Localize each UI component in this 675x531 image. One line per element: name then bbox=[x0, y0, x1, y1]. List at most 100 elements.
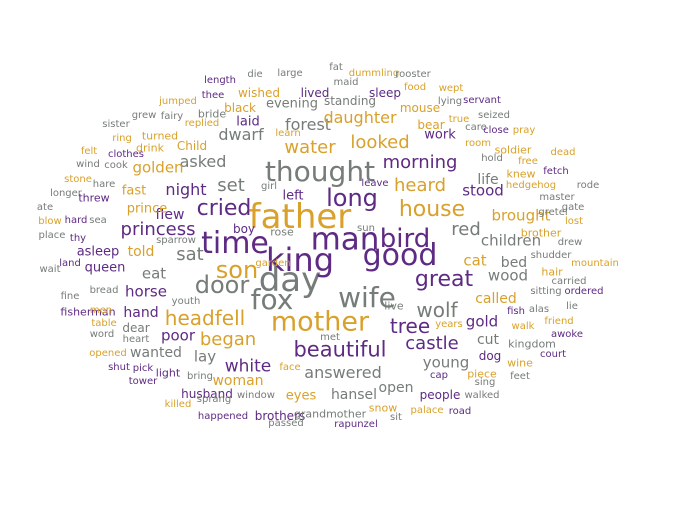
word-alas: alas bbox=[528, 304, 550, 315]
word-wife: wife bbox=[338, 281, 396, 314]
word-horse: horse bbox=[125, 282, 167, 301]
word-wept: wept bbox=[438, 83, 464, 94]
word-met: met bbox=[320, 332, 340, 343]
word-light: light bbox=[155, 366, 181, 380]
word-sitting: sitting bbox=[530, 286, 562, 297]
word-shut: shut bbox=[108, 362, 130, 373]
word-shudder: shudder bbox=[530, 250, 572, 261]
word-long: long bbox=[326, 184, 378, 212]
word-day: day bbox=[258, 260, 322, 300]
word-pray: pray bbox=[512, 125, 536, 136]
word-men: men bbox=[89, 305, 113, 316]
word-fine: fine bbox=[60, 291, 80, 302]
word-lay: lay bbox=[193, 347, 217, 366]
word-asleep: asleep bbox=[76, 244, 120, 260]
word-live: live bbox=[384, 299, 404, 313]
word-table: table bbox=[91, 318, 117, 329]
word-king: king bbox=[265, 241, 335, 279]
word-carried: carried bbox=[551, 276, 587, 287]
word-house: house bbox=[398, 197, 466, 222]
word-window: window bbox=[237, 390, 275, 401]
word-wind: wind bbox=[76, 159, 100, 170]
word-fetch: fetch bbox=[543, 166, 569, 177]
word-face: face bbox=[279, 362, 301, 373]
word-hedgehog: hedgehog bbox=[505, 180, 557, 191]
word-answered: answered bbox=[304, 363, 382, 382]
word-princess: princess bbox=[120, 219, 196, 240]
word-road: road bbox=[448, 406, 472, 417]
word-time: time bbox=[201, 226, 269, 261]
word-bride: bride bbox=[197, 107, 227, 121]
word-true: true bbox=[448, 114, 470, 125]
word-grandmother: grandmother bbox=[293, 407, 367, 421]
word-land: land bbox=[59, 258, 81, 269]
word-bear: bear bbox=[417, 118, 445, 132]
word-hold: hold bbox=[481, 153, 503, 164]
word-heart: heart bbox=[122, 334, 150, 345]
word-black: black bbox=[224, 101, 256, 115]
word-sea: sea bbox=[89, 215, 107, 226]
word-brothers: brothers bbox=[254, 409, 306, 423]
word-die: die bbox=[247, 69, 263, 80]
word-servant: servant bbox=[463, 95, 501, 106]
word-threw: threw bbox=[78, 191, 110, 205]
word-rode: rode bbox=[576, 180, 600, 191]
word-queen: queen bbox=[84, 260, 126, 276]
word-youth: youth bbox=[171, 296, 201, 307]
word-called: called bbox=[475, 291, 517, 307]
word-wished: wished bbox=[237, 86, 281, 100]
word-child: Child bbox=[176, 139, 208, 153]
word-happened: happened bbox=[197, 411, 249, 422]
word-sister: sister bbox=[102, 119, 130, 130]
word-good: good bbox=[362, 238, 438, 273]
word-boy: boy bbox=[232, 222, 256, 236]
word-free: free bbox=[518, 156, 538, 167]
word-replied: replied bbox=[184, 118, 220, 129]
word-years: years bbox=[435, 319, 463, 330]
word-red: red bbox=[451, 219, 481, 240]
word-turned: turned bbox=[141, 129, 179, 143]
word-wolf: wolf bbox=[416, 298, 458, 322]
word-wood: wood bbox=[487, 266, 529, 285]
word-word: word bbox=[89, 329, 115, 340]
word-left: left bbox=[282, 188, 304, 204]
word-thought: thought bbox=[264, 155, 376, 188]
word-rapunzel: rapunzel bbox=[334, 419, 378, 430]
word-looked: looked bbox=[350, 132, 410, 153]
word-door: door bbox=[194, 271, 250, 299]
word-master: master bbox=[539, 192, 575, 203]
word-son: son bbox=[215, 256, 259, 284]
word-wanted: wanted bbox=[130, 345, 182, 361]
word-fast: fast bbox=[121, 183, 147, 199]
word-pick: pick bbox=[132, 363, 154, 374]
word-grew: grew bbox=[131, 110, 157, 121]
word-daughter: daughter bbox=[323, 108, 397, 127]
word-dear: dear bbox=[122, 321, 150, 335]
word-maid: maid bbox=[333, 77, 359, 88]
word-palace: palace bbox=[410, 405, 444, 416]
word-walked: walked bbox=[464, 390, 500, 401]
word-rose: rose bbox=[270, 225, 294, 239]
word-fat: fat bbox=[329, 62, 343, 73]
word-mother: mother bbox=[270, 306, 370, 338]
word-killed: killed bbox=[164, 399, 192, 410]
word-mountain: mountain bbox=[571, 258, 619, 269]
word-castle: castle bbox=[405, 333, 459, 354]
word-dead: dead bbox=[550, 147, 576, 158]
word-clothes: clothes bbox=[107, 149, 145, 160]
word-tree: tree bbox=[389, 314, 431, 338]
word-eat: eat bbox=[141, 264, 167, 283]
word-knew: knew bbox=[506, 167, 536, 181]
word-asked: asked bbox=[179, 152, 227, 171]
word-seized: seized bbox=[478, 110, 510, 121]
word-bring: bring bbox=[187, 371, 213, 382]
word-open: open bbox=[378, 380, 414, 396]
word-told: told bbox=[127, 244, 155, 260]
word-fairy: fairy bbox=[160, 111, 184, 122]
word-heard: heard bbox=[393, 175, 447, 196]
word-white: white bbox=[224, 356, 272, 377]
word-hare: hare bbox=[92, 179, 116, 190]
word-passed: passed bbox=[268, 418, 304, 429]
word-poor: poor bbox=[160, 326, 196, 345]
word-wine: wine bbox=[507, 356, 533, 370]
